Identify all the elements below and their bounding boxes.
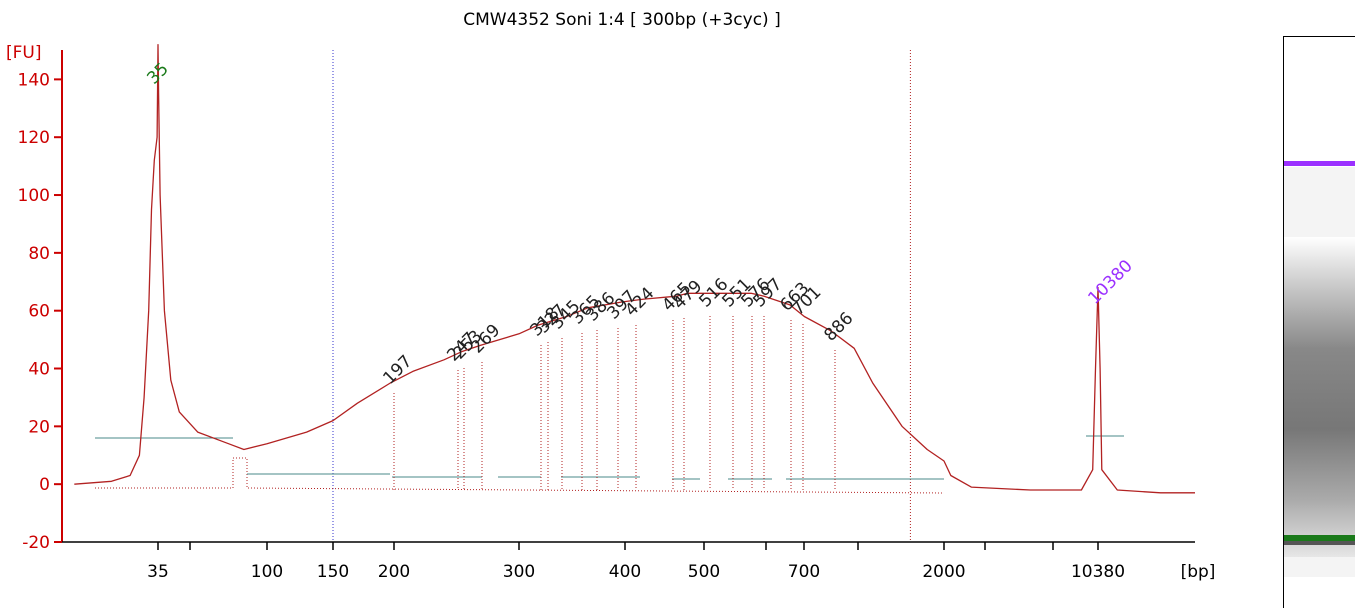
x-tick-label: 700 — [788, 562, 820, 582]
peak-label: 197 — [379, 351, 416, 388]
y-tick-label: 80 — [28, 244, 50, 264]
y-tick-label: 0 — [39, 475, 50, 495]
x-tick-label: 500 — [688, 562, 720, 582]
x-tick-label: 35 — [147, 562, 169, 582]
x-tick-label: 2000 — [922, 562, 965, 582]
gel-lane-image — [1283, 36, 1355, 608]
peak-label: 35 — [143, 59, 172, 88]
x-tick-label: 150 — [317, 562, 349, 582]
x-tick-label: 300 — [503, 562, 535, 582]
trace-line — [74, 44, 1195, 494]
x-tick-label: 400 — [609, 562, 641, 582]
chart-title: CMW4352 Soni 1:4 [ 300bp (+3cyc) ] — [463, 10, 780, 30]
y-tick-label: 120 — [18, 128, 50, 148]
gel-smear — [1284, 237, 1355, 557]
gel-upper-marker-band — [1284, 161, 1355, 166]
x-tick-label: 200 — [378, 562, 410, 582]
peak-label: 10380 — [1084, 256, 1136, 308]
y-tick-label: 100 — [18, 186, 50, 206]
gel-lower-marker-band — [1284, 535, 1355, 541]
y-tick-label: -20 — [22, 533, 50, 553]
x-tick-label: 10380 — [1071, 562, 1125, 582]
trace-baseline-dotted — [95, 457, 945, 494]
y-axis-label: [FU] — [6, 43, 42, 63]
peak-label: 886 — [820, 308, 857, 345]
y-tick-label: 140 — [18, 70, 50, 90]
x-axis-label: [bp] — [1181, 562, 1216, 582]
y-tick-label: 40 — [28, 360, 50, 380]
gel-lower-marker-shadow — [1284, 541, 1355, 545]
gel-lane-bands — [1284, 161, 1355, 577]
x-tick-label: 100 — [251, 562, 283, 582]
y-tick-label: 60 — [28, 302, 50, 322]
y-tick-label: 20 — [28, 417, 50, 437]
